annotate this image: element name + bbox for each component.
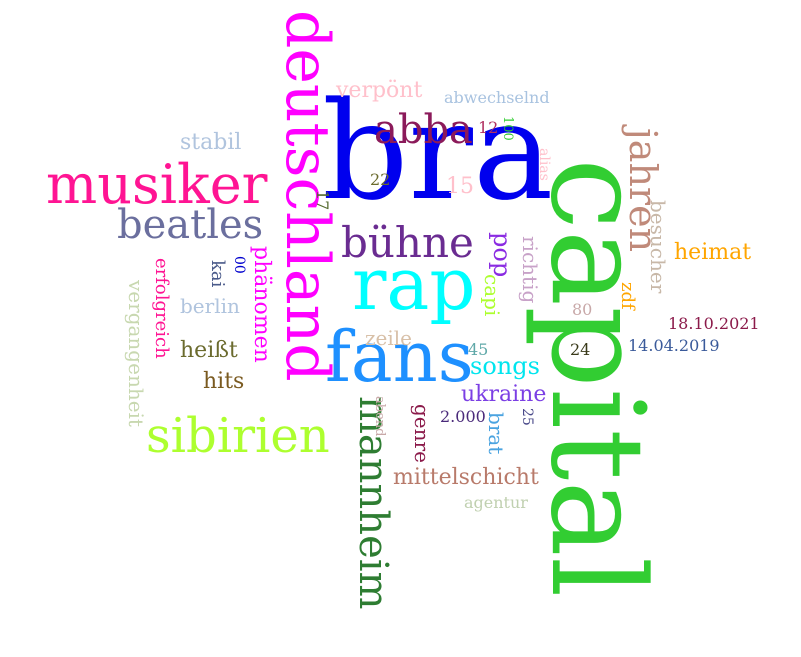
word-agentur: agentur xyxy=(464,493,528,512)
word-80: 80 xyxy=(572,300,593,319)
word-18-10-2021: 18.10.2021 xyxy=(668,314,760,333)
word-kai: kai xyxy=(207,260,228,288)
word-stabil: stabil xyxy=(180,130,242,155)
word-17: 17 xyxy=(313,190,332,211)
word-zdf: zdf xyxy=(617,282,638,310)
word-00: 00 xyxy=(231,256,247,274)
word-musiker: musiker xyxy=(46,153,268,216)
word-25: 25 xyxy=(519,408,535,426)
word-12: 12 xyxy=(478,118,499,137)
word-14-04-2019: 14.04.2019 xyxy=(628,336,720,355)
word-berlin: berlin xyxy=(180,294,240,318)
word-pop: pop xyxy=(488,232,516,278)
word-buehne: bühne xyxy=(341,218,474,267)
word-abba: abba xyxy=(374,107,473,153)
word-verpoent: verpönt xyxy=(336,78,423,103)
word-abend: abend xyxy=(372,396,387,437)
word-rap: rap xyxy=(352,242,476,326)
word-bra: bra xyxy=(322,73,554,230)
word-brat: brat xyxy=(484,412,508,455)
word-abwechselnd: abwechselnd xyxy=(444,88,550,107)
word-genre: genre xyxy=(410,404,434,463)
word-hits: hits xyxy=(203,369,245,394)
word-fans: fans xyxy=(325,316,474,398)
word-100: 100 xyxy=(500,116,515,141)
word-erfolgreich: erfolgreich xyxy=(151,258,172,359)
word-besucher: besucher xyxy=(646,200,670,294)
word-vergangenheit: vergangenheit xyxy=(124,280,148,427)
word-sibirien: sibirien xyxy=(146,408,330,464)
word-24: 24 xyxy=(570,340,591,359)
word-15: 15 xyxy=(446,174,474,199)
word-heimat: heimat xyxy=(674,240,752,265)
word-capi: capi xyxy=(480,274,504,317)
word-45: 45 xyxy=(468,340,489,359)
word-beatles: beatles xyxy=(117,202,264,248)
word-alias: alias xyxy=(536,148,552,181)
word-ukraine: ukraine xyxy=(461,382,547,407)
word-2000: 2.000 xyxy=(440,407,486,426)
word-richtig: richtig xyxy=(518,236,542,304)
word-22: 22 xyxy=(370,170,391,189)
word-mittelschicht: mittelschicht xyxy=(393,465,539,490)
word-heisst: heißt xyxy=(180,338,238,363)
word-phaenomen: phänomen xyxy=(249,246,274,363)
word-songs: songs xyxy=(470,352,540,380)
word-zeile: zeile xyxy=(365,326,413,350)
